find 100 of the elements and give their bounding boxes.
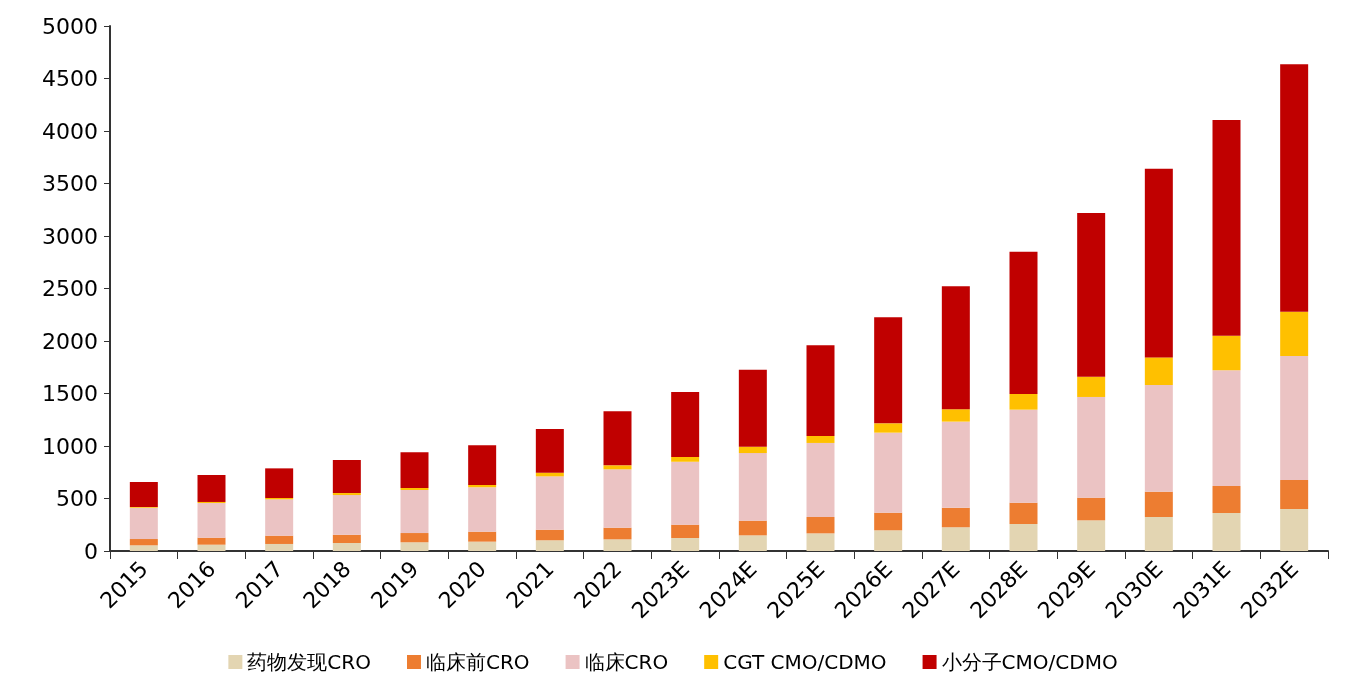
bar: [129, 539, 158, 546]
bar: [806, 516, 835, 534]
bar: [129, 482, 158, 508]
bar: [1212, 335, 1241, 371]
bar: [941, 286, 970, 410]
bar: [1009, 251, 1038, 395]
y-tick-label: 5000: [42, 13, 98, 39]
y-tick-label: 4000: [42, 118, 98, 144]
bar: [603, 469, 632, 528]
bar: [129, 545, 158, 551]
bar: [806, 436, 835, 443]
bar: [400, 489, 429, 534]
bar: [265, 535, 294, 544]
bar: [197, 544, 226, 551]
bar: [468, 445, 497, 485]
bar: [1144, 516, 1173, 551]
bar: [400, 452, 429, 488]
y-tick-label: 3500: [42, 171, 98, 196]
y-tick-label: 2500: [42, 276, 98, 301]
bar: [671, 461, 700, 525]
bar: [1009, 524, 1038, 551]
bar: [1212, 512, 1241, 551]
bar: [1280, 480, 1309, 509]
legend-label: 药物发现CRO: [247, 650, 371, 674]
bar: [1280, 311, 1309, 357]
bar: [1212, 486, 1241, 513]
bar: [400, 533, 429, 543]
bar: [1280, 356, 1309, 481]
bar: [603, 539, 632, 551]
legend-label: 临床前CRO: [425, 650, 530, 674]
bar: [332, 459, 361, 494]
y-tick-label: 3000: [42, 223, 98, 249]
bar: [671, 537, 700, 551]
bar: [941, 527, 970, 551]
bar: [332, 495, 361, 535]
legend-label: 小分子CMO/CDMO: [941, 650, 1118, 674]
legend-label: 临床CRO: [584, 650, 669, 674]
bar: [941, 409, 970, 422]
bar: [738, 535, 767, 551]
bar: [1144, 385, 1173, 492]
bar: [400, 542, 429, 551]
bar: [603, 527, 632, 540]
bar: [671, 392, 700, 458]
bar: [535, 428, 564, 473]
bar: [535, 529, 564, 541]
bar: [332, 543, 361, 551]
bar: [265, 499, 294, 536]
bar: [1009, 409, 1038, 503]
bar: [1144, 491, 1173, 517]
bar: [1144, 357, 1173, 385]
bar: [1212, 119, 1241, 336]
bar: [197, 503, 226, 538]
bar: [1009, 502, 1038, 525]
bar: [941, 507, 970, 528]
bar: [535, 540, 564, 551]
bar: [738, 369, 767, 447]
bar: [874, 530, 903, 551]
legend-label: CGT CMO/CDMO: [723, 650, 887, 674]
bar: [1280, 64, 1309, 312]
bar: [265, 468, 294, 498]
bar: [1009, 394, 1038, 410]
bar: [332, 534, 361, 544]
bar: [332, 493, 361, 496]
y-tick-label: 2000: [42, 328, 98, 354]
bar: [1144, 168, 1173, 358]
bar: [1077, 520, 1106, 551]
bar: [671, 457, 700, 462]
bar: [671, 524, 700, 538]
bar: [468, 541, 497, 551]
y-tick-label: 0: [84, 538, 98, 564]
bar: [874, 317, 903, 424]
bar: [1077, 396, 1106, 498]
bar: [1280, 509, 1309, 551]
bar: [1212, 370, 1241, 487]
bar: [874, 512, 903, 531]
bar: [1077, 212, 1106, 377]
bar: [806, 442, 835, 517]
bar: [265, 543, 294, 551]
bar: [603, 411, 632, 466]
y-tick-label: 4500: [42, 66, 98, 91]
bar: [874, 423, 903, 433]
bar: [874, 432, 903, 513]
bar: [738, 520, 767, 536]
bar: [535, 476, 564, 530]
bar: [806, 345, 835, 437]
bar: [603, 465, 632, 470]
bar: [468, 531, 497, 542]
y-tick-label: 1500: [42, 381, 98, 406]
y-tick-label: 1000: [42, 433, 98, 459]
bar: [1077, 376, 1106, 397]
bar: [1077, 497, 1106, 521]
bar: [197, 537, 226, 545]
bar: [738, 446, 767, 454]
bar: [941, 421, 970, 508]
bar: [738, 453, 767, 521]
bar: [129, 507, 158, 540]
bar: [806, 533, 835, 551]
bar: [197, 474, 226, 502]
y-tick-label: 500: [56, 486, 98, 511]
bar: [468, 487, 497, 532]
